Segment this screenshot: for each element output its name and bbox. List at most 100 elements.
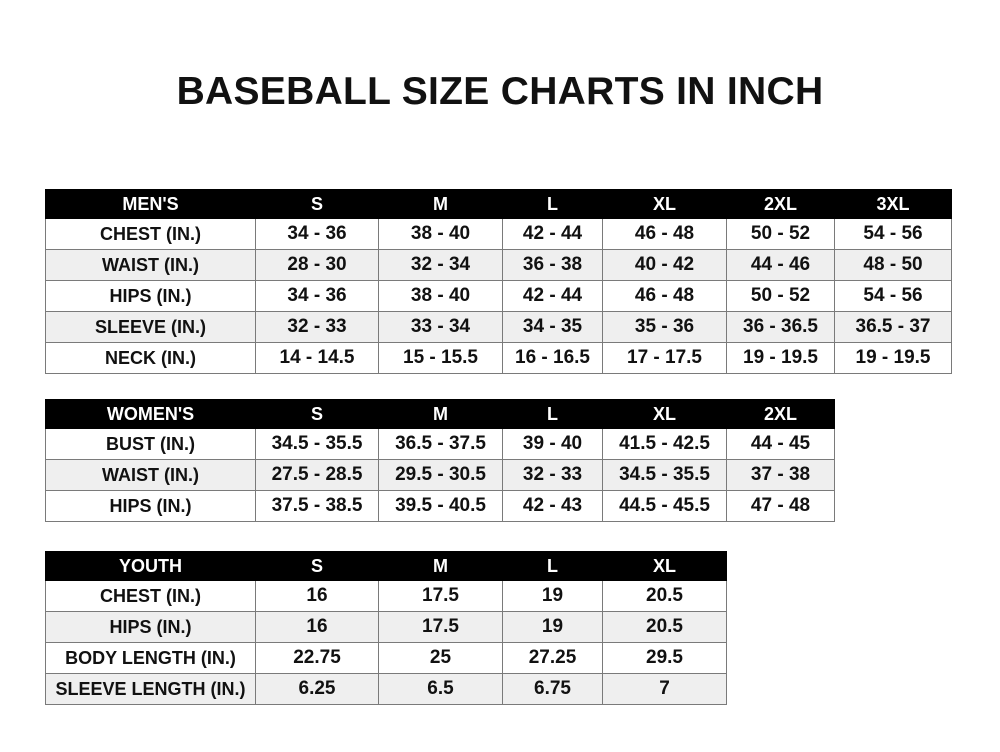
size-value: 36 - 36.5 (726, 311, 835, 343)
size-header: S (255, 189, 379, 219)
size-value: 34 - 35 (502, 311, 603, 343)
size-value: 40 - 42 (602, 249, 727, 281)
size-value: 37 - 38 (726, 459, 835, 491)
size-value: 19 - 19.5 (726, 342, 835, 374)
size-header: 2XL (726, 189, 835, 219)
size-value: 36.5 - 37.5 (378, 428, 503, 460)
size-value: 39.5 - 40.5 (378, 490, 503, 522)
size-value: 32 - 33 (255, 311, 379, 343)
measurement-label: HIPS (IN.) (45, 490, 256, 522)
size-header: S (255, 399, 379, 429)
size-value: 36 - 38 (502, 249, 603, 281)
size-value: 6.25 (255, 673, 379, 705)
size-value: 46 - 48 (602, 218, 727, 250)
size-header: L (502, 189, 603, 219)
category-header: MEN'S (45, 189, 256, 219)
size-value: 34 - 36 (255, 218, 379, 250)
size-value: 44 - 45 (726, 428, 835, 460)
measurement-label: BODY LENGTH (IN.) (45, 642, 256, 674)
category-header: WOMEN'S (45, 399, 256, 429)
table-row: SLEEVE LENGTH (IN.) 6.25 6.5 6.75 7 (45, 673, 727, 705)
size-value: 19 (502, 580, 603, 612)
table-row: HIPS (IN.) 34 - 36 38 - 40 42 - 44 46 - 48 50… (45, 280, 952, 312)
measurement-label: HIPS (IN.) (45, 280, 256, 312)
size-value: 34 - 36 (255, 280, 379, 312)
womens-size-table: WOMEN'S S M L XL 2XL BUST (IN.) 34.5 - 35.5 36.5… (45, 399, 835, 522)
size-value: 34.5 - 35.5 (602, 459, 727, 491)
size-header: 2XL (726, 399, 835, 429)
size-value: 54 - 56 (834, 218, 952, 250)
table-row: BODY LENGTH (IN.) 22.75 25 27.25 29.5 (45, 642, 727, 674)
mens-size-table: MEN'S S M L XL 2XL 3XL CHEST (IN.) 34 - 36 38 - 4… (45, 189, 952, 374)
table-row: BUST (IN.) 34.5 - 35.5 36.5 - 37.5 39 - 40 4… (45, 428, 835, 460)
size-value: 25 (378, 642, 503, 674)
size-value: 17.5 (378, 611, 503, 643)
size-value: 15 - 15.5 (378, 342, 503, 374)
size-value: 28 - 30 (255, 249, 379, 281)
size-value: 44.5 - 45.5 (602, 490, 727, 522)
measurement-label: HIPS (IN.) (45, 611, 256, 643)
size-value: 17.5 (378, 580, 503, 612)
category-header: YOUTH (45, 551, 256, 581)
size-header: XL (602, 189, 727, 219)
size-header: L (502, 399, 603, 429)
size-value: 29.5 (602, 642, 727, 674)
measurement-label: CHEST (IN.) (45, 580, 256, 612)
size-value: 27.5 - 28.5 (255, 459, 379, 491)
measurement-label: NECK (IN.) (45, 342, 256, 374)
size-value: 38 - 40 (378, 280, 503, 312)
measurement-label: WAIST (IN.) (45, 459, 256, 491)
size-value: 48 - 50 (834, 249, 952, 281)
size-value: 44 - 46 (726, 249, 835, 281)
size-value: 42 - 44 (502, 280, 603, 312)
size-header: XL (602, 399, 727, 429)
size-value: 7 (602, 673, 727, 705)
size-value: 6.5 (378, 673, 503, 705)
size-value: 20.5 (602, 611, 727, 643)
size-header: XL (602, 551, 727, 581)
size-value: 22.75 (255, 642, 379, 674)
size-value: 32 - 34 (378, 249, 503, 281)
size-value: 50 - 52 (726, 218, 835, 250)
size-value: 27.25 (502, 642, 603, 674)
size-value: 16 - 16.5 (502, 342, 603, 374)
size-header: M (378, 189, 503, 219)
size-value: 50 - 52 (726, 280, 835, 312)
table-row: HIPS (IN.) 37.5 - 38.5 39.5 - 40.5 42 - 43 4… (45, 490, 835, 522)
size-value: 47 - 48 (726, 490, 835, 522)
table-row: CHEST (IN.) 34 - 36 38 - 40 42 - 44 46 - 48 5… (45, 218, 952, 250)
measurement-label: SLEEVE (IN.) (45, 311, 256, 343)
size-value: 14 - 14.5 (255, 342, 379, 374)
size-value: 42 - 43 (502, 490, 603, 522)
size-header: 3XL (834, 189, 952, 219)
size-value: 32 - 33 (502, 459, 603, 491)
header-row: YOUTH S M L XL (45, 551, 727, 581)
page-title: BASEBALL SIZE CHARTS IN INCH (176, 70, 824, 113)
size-value: 36.5 - 37 (834, 311, 952, 343)
size-value: 39 - 40 (502, 428, 603, 460)
size-value: 20.5 (602, 580, 727, 612)
table-row: HIPS (IN.) 16 17.5 19 20.5 (45, 611, 727, 643)
size-value: 19 - 19.5 (834, 342, 952, 374)
size-value: 35 - 36 (602, 311, 727, 343)
measurement-label: SLEEVE LENGTH (IN.) (45, 673, 256, 705)
size-value: 6.75 (502, 673, 603, 705)
size-header: M (378, 399, 503, 429)
header-row: WOMEN'S S M L XL 2XL (45, 399, 835, 429)
table-row: CHEST (IN.) 16 17.5 19 20.5 (45, 580, 727, 612)
size-header: S (255, 551, 379, 581)
size-value: 46 - 48 (602, 280, 727, 312)
size-value: 17 - 17.5 (602, 342, 727, 374)
header-row: MEN'S S M L XL 2XL 3XL (45, 189, 952, 219)
youth-size-table: YOUTH S M L XL CHEST (IN.) 16 17.5 19 20.5 HIPS (I… (45, 551, 727, 705)
size-value: 33 - 34 (378, 311, 503, 343)
size-value: 16 (255, 611, 379, 643)
table-row: WAIST (IN.) 27.5 - 28.5 29.5 - 30.5 32 - 33… (45, 459, 835, 491)
size-value: 16 (255, 580, 379, 612)
size-value: 54 - 56 (834, 280, 952, 312)
size-header: L (502, 551, 603, 581)
table-row: SLEEVE (IN.) 32 - 33 33 - 34 34 - 35 35 - 36… (45, 311, 952, 343)
measurement-label: WAIST (IN.) (45, 249, 256, 281)
table-row: WAIST (IN.) 28 - 30 32 - 34 36 - 38 40 - 42 4… (45, 249, 952, 281)
size-header: M (378, 551, 503, 581)
